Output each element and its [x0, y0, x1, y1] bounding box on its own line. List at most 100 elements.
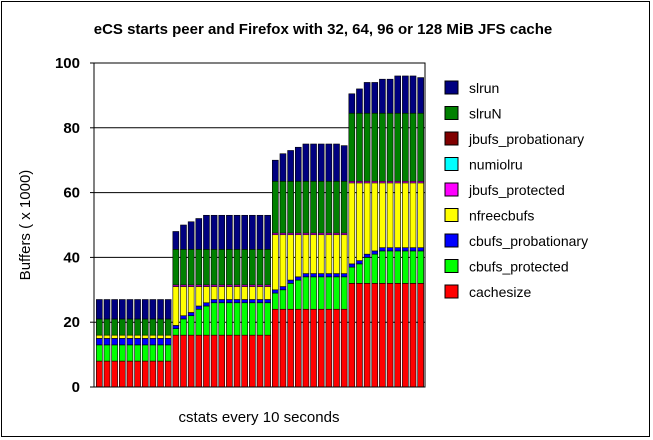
bar-segment-nfreecbufs: [386, 182, 394, 248]
bar-segment-slrun: [272, 159, 279, 182]
bar-segment-cbufs_protected: [226, 302, 233, 336]
bar-segment-nfreecbufs: [348, 182, 356, 265]
bar-segment-slrun: [287, 150, 294, 182]
bar-segment-cbufs_probationary: [310, 273, 317, 278]
y-tick-label: 20: [63, 314, 80, 331]
bar-segment-cbufs_protected: [325, 276, 333, 310]
bar-segment-cbufs_protected: [134, 344, 141, 362]
bar-segment-cachesize: [386, 283, 394, 388]
bar-segment-cbufs_protected: [287, 283, 294, 310]
bar-segment-cachesize: [379, 283, 386, 388]
bar-segment-slruN: [233, 249, 241, 286]
bar-segment-cachesize: [279, 308, 287, 388]
bar-segment-slrun: [294, 146, 302, 182]
bar-segment-cachesize: [180, 334, 187, 388]
bar-segment-cbufs_protected: [180, 318, 187, 336]
bar-segment-slruN: [149, 318, 157, 336]
bar-segment-cbufs_protected: [356, 263, 363, 284]
bar-segment-cachesize: [111, 360, 118, 388]
bar-segment-cachesize: [363, 283, 371, 388]
bar-segment-cbufs_probationary: [141, 338, 149, 346]
bar-segment-cbufs_probationary: [187, 312, 195, 317]
bar-segment-nfreecbufs: [195, 286, 203, 307]
bar-segment-slruN: [180, 249, 187, 286]
bar-segment-cbufs_probationary: [317, 273, 325, 278]
legend-label-slrun: slrun: [469, 80, 499, 96]
bar-segment-cbufs_probationary: [210, 299, 218, 304]
bar-segment-slrun: [149, 299, 157, 320]
bar-segment-nfreecbufs: [371, 182, 379, 252]
bar-segment-cbufs_protected: [210, 302, 218, 336]
bar-segment-slrun: [279, 153, 287, 182]
bar-segment-cbufs_probationary: [417, 247, 424, 252]
bar-segment-cbufs_probationary: [218, 299, 226, 304]
bar-segment-slruN: [210, 249, 218, 286]
bar-segment-cachesize: [394, 283, 402, 388]
bar-segment-slrun: [233, 214, 241, 250]
bar-segment-slrun: [164, 299, 172, 320]
bar-segment-cbufs_protected: [371, 253, 379, 284]
bar-segment-cbufs_probationary: [256, 299, 264, 304]
bar-segment-cbufs_protected: [218, 302, 226, 336]
bar-segment-slrun: [103, 299, 111, 320]
bar-segment-nfreecbufs: [103, 334, 111, 339]
bar-segment-cbufs_protected: [195, 308, 203, 336]
bar-segment-slruN: [195, 249, 203, 286]
bar-segment-cbufs_protected: [340, 276, 348, 310]
bar-segment-cachesize: [241, 334, 248, 388]
bar-segment-cachesize: [302, 308, 310, 388]
legend-swatch-cachesize: [444, 284, 459, 299]
bar-segment-cbufs_protected: [249, 302, 256, 336]
bar-segment-cbufs_probationary: [402, 247, 409, 252]
bar-segment-cachesize: [195, 334, 203, 388]
bar-segment-nfreecbufs: [241, 286, 248, 300]
bar-segment-cbufs_probationary: [249, 299, 256, 304]
bar-segment-slrun: [340, 145, 348, 182]
bar-segment-nfreecbufs: [180, 286, 187, 317]
bar-segment-cbufs_protected: [164, 344, 172, 362]
bar-segment-cachesize: [103, 360, 111, 388]
bar-segment-slrun: [379, 78, 386, 114]
bar-segment-nfreecbufs: [157, 334, 164, 339]
bar-segment-cachesize: [325, 308, 333, 388]
bar-segment-cbufs_probationary: [325, 273, 333, 278]
bar-segment-slruN: [111, 318, 118, 336]
bar-segment-cachesize: [417, 283, 424, 388]
bar-segment-cachesize: [164, 360, 172, 388]
bar-segment-cbufs_probationary: [294, 276, 302, 281]
bar-segment-slruN: [371, 112, 379, 182]
bar-segment-cachesize: [119, 360, 126, 388]
legend-swatch-slrun: [444, 80, 459, 95]
bar-segment-cbufs_probationary: [279, 286, 287, 291]
bar-segment-nfreecbufs: [218, 286, 226, 300]
bar-segment-cbufs_protected: [149, 344, 157, 362]
bar-segment-cachesize: [409, 283, 417, 388]
bar-segment-cbufs_protected: [119, 344, 126, 362]
bar-segment-slruN: [340, 180, 348, 234]
bars: [96, 75, 424, 388]
bar-segment-slruN: [279, 180, 287, 234]
bar-segment-nfreecbufs: [333, 234, 340, 274]
bar-segment-slruN: [172, 249, 180, 286]
bar-segment-cbufs_probationary: [386, 247, 394, 252]
bar-segment-cachesize: [340, 308, 348, 388]
bar-segment-cachesize: [371, 283, 379, 388]
bar-segment-slruN: [386, 112, 394, 182]
bar-segment-cachesize: [310, 308, 317, 388]
bar-segment-nfreecbufs: [340, 234, 348, 274]
bar-segment-slruN: [294, 180, 302, 234]
legend-label-jbufs_probationary: jbufs_probationary: [468, 131, 584, 147]
bar-segment-nfreecbufs: [149, 334, 157, 339]
bar-segment-slruN: [302, 180, 310, 234]
bar-segment-cbufs_probationary: [287, 279, 294, 284]
bar-segment-cachesize: [134, 360, 141, 388]
bar-segment-slruN: [348, 112, 356, 182]
bar-segment-nfreecbufs: [210, 286, 218, 300]
bar-segment-slruN: [317, 180, 325, 234]
bar-segment-slrun: [141, 299, 149, 320]
bar-segment-slrun: [157, 299, 164, 320]
bar-segment-cbufs_protected: [233, 302, 241, 336]
bar-segment-slruN: [141, 318, 149, 336]
bar-segment-slrun: [363, 82, 371, 114]
bar-segment-slrun: [409, 75, 417, 114]
